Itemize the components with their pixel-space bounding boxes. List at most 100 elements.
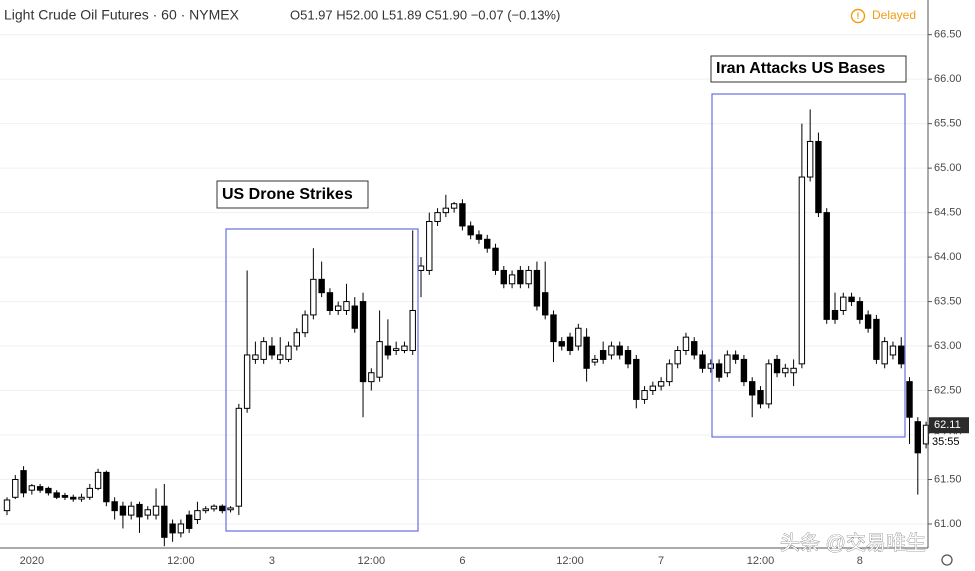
y-tick-label: 66.50: [934, 29, 962, 41]
candle-body: [906, 381, 913, 418]
annotation-label-box: [216, 180, 369, 209]
candle-body: [268, 345, 276, 356]
candle-body: [740, 358, 748, 383]
candle-body: [583, 336, 590, 369]
settings-icon[interactable]: [941, 554, 953, 566]
candle-body: [335, 305, 342, 311]
delayed-icon[interactable]: [850, 8, 866, 24]
candle-body: [616, 345, 623, 356]
candle-body: [86, 487, 93, 498]
y-tick-label: 66.00: [934, 73, 962, 85]
candle-body: [840, 296, 847, 311]
candle-body: [831, 309, 839, 320]
annotation-box: [225, 228, 419, 532]
candle-body: [624, 350, 632, 365]
x-tick-label: 3: [269, 555, 275, 567]
candle-body: [649, 385, 657, 392]
candle-body: [691, 341, 698, 356]
candle-body: [542, 292, 549, 316]
candle-body: [666, 363, 673, 383]
candle-body: [417, 265, 425, 271]
candle-body: [873, 318, 880, 360]
candle-body: [608, 345, 615, 356]
annotation-label-box: [710, 55, 907, 83]
candle-body: [36, 486, 44, 491]
candle-body: [78, 496, 85, 500]
countdown: 35:55: [932, 436, 960, 448]
candle-body: [301, 314, 309, 334]
candle-body: [815, 140, 822, 214]
candle-body: [20, 470, 27, 494]
candle-body: [641, 390, 648, 400]
candle-body: [318, 278, 325, 294]
candle-body: [12, 479, 19, 498]
candle-body: [111, 501, 118, 512]
x-tick-label: 12:00: [747, 555, 775, 567]
candle-body: [70, 496, 77, 500]
candle-body: [219, 505, 226, 512]
candle-body: [881, 341, 888, 365]
candle-body: [202, 508, 209, 512]
x-tick-label: 12:00: [556, 555, 584, 567]
x-tick-label: 8: [857, 555, 863, 567]
candle-body: [715, 363, 723, 378]
x-tick-label: 7: [658, 555, 664, 567]
annotation: US Drone Strikes: [222, 186, 353, 203]
candle-body: [136, 503, 143, 518]
candle-body: [500, 269, 508, 285]
candle-body: [152, 505, 160, 516]
candle-body: [492, 247, 499, 271]
annotation-box: [711, 93, 906, 438]
candle-body: [409, 309, 416, 352]
candle-body: [566, 336, 574, 352]
candle-body: [368, 372, 375, 383]
candle-body: [426, 221, 433, 271]
delayed-icon-mark: !: [857, 11, 860, 21]
candle-body: [450, 203, 458, 209]
y-tick-label: 63.50: [934, 295, 962, 307]
candle-body: [392, 348, 400, 352]
y-tick-label: 62.50: [934, 384, 962, 396]
candle-body: [773, 358, 781, 374]
candle-body: [517, 269, 524, 285]
candle-body: [848, 296, 855, 303]
candle-body: [599, 350, 607, 360]
candle-body: [823, 212, 830, 320]
candle-body: [533, 269, 541, 307]
candle-body: [53, 492, 60, 498]
candle-body: [277, 354, 284, 360]
candle-body: [94, 471, 102, 489]
y-tick-label: 63.00: [934, 340, 962, 352]
candle-body: [782, 367, 789, 374]
x-tick-label: 12:00: [358, 555, 386, 567]
last-price-label: 62.11: [934, 419, 961, 431]
candle-body: [103, 471, 110, 503]
candle-body: [384, 345, 392, 356]
x-tick-label: 6: [459, 555, 465, 567]
candle-body: [210, 505, 218, 510]
candle-body: [790, 367, 797, 374]
candle-body: [227, 507, 234, 511]
candle-body: [864, 314, 872, 329]
candle-body: [732, 354, 739, 360]
candle-body: [3, 499, 11, 512]
candle-body: [128, 505, 135, 516]
delayed-status[interactable]: Delayed: [872, 8, 916, 22]
candle-body: [724, 354, 731, 374]
candle-body: [757, 390, 764, 405]
candle-body: [765, 363, 772, 405]
candle-body: [28, 485, 36, 491]
candle-body: [806, 140, 814, 178]
candle-body: [260, 341, 267, 360]
candle-body: [575, 327, 582, 347]
candle-body: [61, 495, 69, 498]
candle-body: [508, 274, 516, 285]
candle-body: [359, 301, 367, 383]
candle-body: [293, 332, 301, 347]
candle-body: [169, 523, 176, 534]
candle-body: [633, 358, 640, 400]
candle-body: [177, 523, 185, 534]
candle-body: [475, 234, 483, 240]
candle-body: [459, 203, 466, 227]
